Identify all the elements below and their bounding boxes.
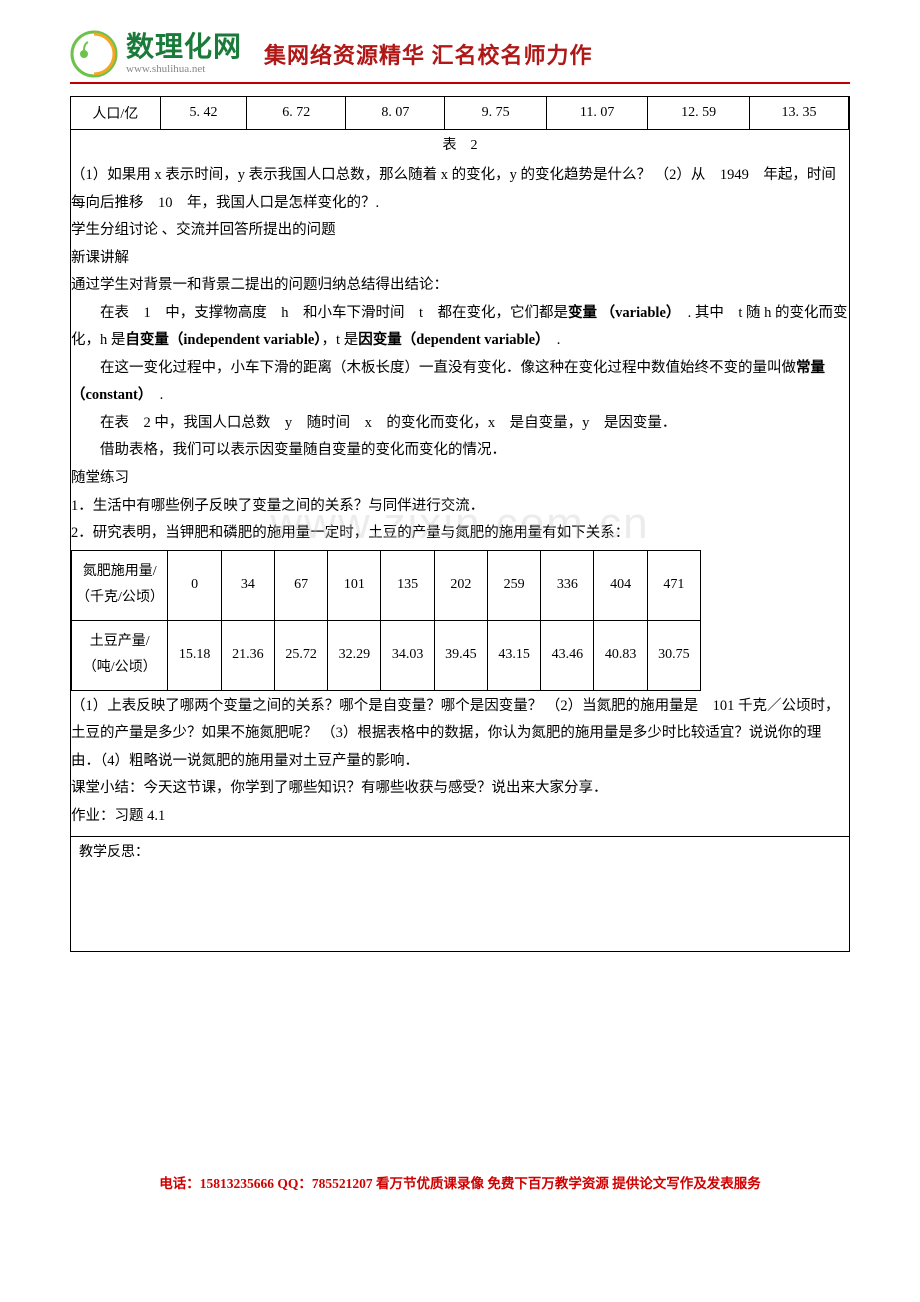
footer: 电话：15813235666 QQ：785521207 看万节优质课录像 免费下… [70,1172,850,1193]
logo-brand: 数理化网 [126,33,242,61]
logo-tagline: 集网络资源精华 汇名校名师力作 [264,38,593,70]
paragraph: 在这一变化过程中，小车下滑的距离（木板长度）一直没有变化．像这种在变化过程中数值… [71,355,849,410]
paragraph: 在表 2 中，我国人口总数 y 随时间 x 的变化而变化，x 是自变量，y 是因… [71,410,849,438]
discuss-text: 学生分组讨论 、交流并回答所提出的问题 [71,217,849,245]
table-cell: 15.18 [168,620,221,690]
logo-icon [70,30,118,78]
table-cell: 12. 59 [648,97,750,130]
table-caption: 表 2 [71,134,849,154]
footer-text: 电话：15813235666 QQ：785521207 看万节优质课录像 免费下… [159,1176,761,1191]
text-span: 在这一变化过程中，小车下滑的距离（木板长度）一直没有变化．像这种在变化过程中数值… [100,360,796,376]
table-cell: 259 [487,550,540,620]
fertilizer-table: 氮肥施用量/（千克/公顷） 0 34 67 101 135 202 259 33… [71,550,701,691]
population-table: 人口/亿 5. 42 6. 72 8. 07 9. 75 11. 07 12. … [71,97,849,130]
section-heading: 随堂练习 [71,465,849,493]
row-label: 土豆产量/（吨/公顷） [72,620,168,690]
row-label: 氮肥施用量/（千克/公顷） [72,550,168,620]
paragraph: 在表 1 中，支撑物高度 h 和小车下滑时间 t 都在变化，它们都是变量 （va… [71,300,849,355]
table-cell: 471 [647,550,700,620]
exercise-text: 1．生活中有哪些例子反映了变量之间的关系？与同伴进行交流． [71,493,849,521]
header-logo: 数理化网 www.shulihua.net 集网络资源精华 汇名校名师力作 [70,30,850,78]
table-cell: 5. 42 [160,97,247,130]
table-cell: 21.36 [221,620,274,690]
reflection-row: 教学反思： [71,836,849,951]
table-cell: 34 [221,550,274,620]
table-cell: 336 [541,550,594,620]
table-cell: 404 [594,550,647,620]
question-text: （1）如果用 x 表示时间，y 表示我国人口总数，那么随着 x 的变化，y 的变… [71,162,849,217]
body-text: （1）如果用 x 表示时间，y 表示我国人口总数，那么随着 x 的变化，y 的变… [71,162,849,836]
homework-text: 作业：习题 4.1 [71,803,849,831]
table-cell: 43.46 [541,620,594,690]
table-cell: 25.72 [274,620,327,690]
table-cell: 202 [434,550,487,620]
exercise-text: 2．研究表明，当钾肥和磷肥的施用量一定时，土豆的产量与氮肥的施用量有如下关系： [71,520,849,548]
paragraph: 借助表格，我们可以表示因变量随自变量的变化而变化的情况． [71,437,849,465]
table-row: 土豆产量/（吨/公顷） 15.18 21.36 25.72 32.29 34.0… [72,620,701,690]
table-cell: 32.29 [328,620,381,690]
text-span: ，t 是 [322,332,359,348]
bold-term: 自变量（independent variable） [125,332,321,348]
table-cell: 0 [168,550,221,620]
table-row: 人口/亿 5. 42 6. 72 8. 07 9. 75 11. 07 12. … [71,97,849,130]
text-span: . [542,332,560,348]
section-heading: 新课讲解 [71,245,849,273]
reflection-label: 教学反思： [71,837,849,951]
table-cell: 101 [328,550,381,620]
text-span: 在表 1 中，支撑物高度 h 和小车下滑时间 t 都在变化，它们都是 [100,305,568,321]
table-cell: 40.83 [594,620,647,690]
page: 数理化网 www.shulihua.net 集网络资源精华 汇名校名师力作 ww… [0,0,920,1223]
header-divider [70,82,850,84]
bold-term: 变量 （variable） [568,305,673,321]
table-cell: 34.03 [381,620,434,690]
table-cell: 43.15 [487,620,540,690]
table-cell: 135 [381,550,434,620]
question-text: （1）上表反映了哪两个变量之间的关系？哪个是自变量？哪个是因变量？ （2）当氮肥… [71,693,849,776]
row-label: 人口/亿 [71,97,160,130]
summary-text: 课堂小结：今天这节课，你学到了哪些知识？有哪些收获与感受？说出来大家分享． [71,775,849,803]
logo-text-block: 数理化网 www.shulihua.net [126,33,242,75]
table-row: 氮肥施用量/（千克/公顷） 0 34 67 101 135 202 259 33… [72,550,701,620]
table-cell: 8. 07 [346,97,445,130]
summary-text: 通过学生对背景一和背景二提出的问题归纳总结得出结论： [71,272,849,300]
table-cell: 13. 35 [749,97,848,130]
table-cell: 6. 72 [247,97,346,130]
table-cell: 9. 75 [445,97,547,130]
table-cell: 30.75 [647,620,700,690]
content-box: www.zixin.com.cn 人口/亿 5. 42 6. 72 8. 07 … [70,96,850,952]
table-cell: 11. 07 [546,97,648,130]
text-span: . [145,387,163,403]
table-cell: 39.45 [434,620,487,690]
table-cell: 67 [274,550,327,620]
logo-url: www.shulihua.net [126,63,242,75]
bold-term: 因变量（dependent variable） [358,332,542,348]
